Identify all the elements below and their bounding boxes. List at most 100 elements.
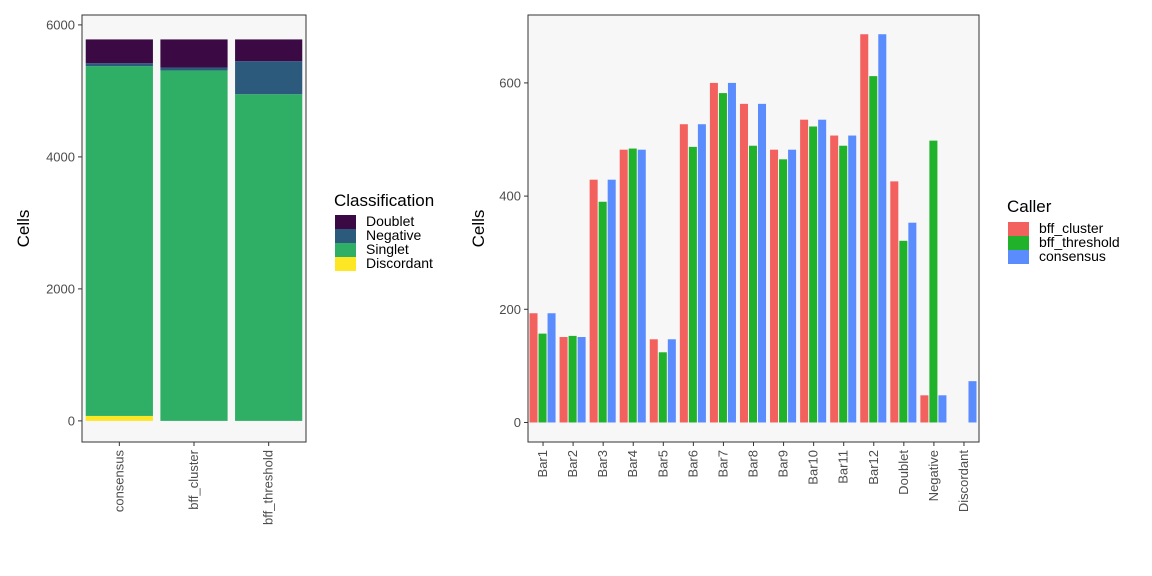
x-tick-label: Bar2 <box>565 450 580 477</box>
bar-consensus-Bar9 <box>788 149 797 423</box>
bar-bff_threshold-Bar2 <box>568 335 577 423</box>
bar-bff_threshold-Negative <box>929 140 938 423</box>
bar-consensus-Bar10 <box>818 119 827 423</box>
bar-discordant-consensus <box>85 415 153 421</box>
bar-bff_cluster-Bar11 <box>830 135 839 423</box>
bar-singlet-bff_threshold <box>235 94 303 421</box>
bar-consensus-Bar3 <box>607 179 616 423</box>
stacked-bar-chart: consensus bff_cluster bff_threshold 0 2000 40… <box>14 14 434 525</box>
bar-doublet-consensus <box>85 39 153 64</box>
x-tick-label: bff_threshold <box>261 450 276 525</box>
bar-bff_cluster-Bar10 <box>800 119 809 423</box>
bar-negative-bff_cluster <box>160 67 228 71</box>
bar-bff_cluster-Bar4 <box>619 149 628 423</box>
bar-bff_threshold-Bar3 <box>598 201 607 423</box>
bar-singlet-bff_cluster <box>160 70 228 421</box>
bar-bff_threshold-Bar4 <box>628 148 637 423</box>
y-tick-label: 600 <box>499 75 521 90</box>
legend-swatch-doublet <box>335 215 356 229</box>
bar-bff_cluster-Bar5 <box>649 339 658 423</box>
bar-bff_cluster-Doublet <box>890 181 899 423</box>
legend-swatch-singlet <box>335 243 356 257</box>
x-tick-label: Bar3 <box>595 450 610 477</box>
x-tick-label: Bar12 <box>866 450 881 485</box>
bar-bff_cluster-Bar3 <box>589 179 598 423</box>
legend-swatch-negative <box>335 229 356 243</box>
bar-bff_threshold-Bar11 <box>839 145 848 423</box>
legend-label-bff_threshold: bff_threshold <box>1039 234 1120 250</box>
bar-doublet-bff_cluster <box>160 39 228 68</box>
bar-bff_cluster-Negative <box>920 395 929 423</box>
plot-border <box>81 14 307 443</box>
bar-bff_threshold-Bar5 <box>658 352 667 423</box>
bar-doublet-bff_threshold <box>235 39 303 62</box>
legend-label-discordant: Discordant <box>366 255 433 271</box>
bar-bff_threshold-Bar7 <box>718 93 727 423</box>
legend-title: Classification <box>334 191 434 210</box>
y-tick-label: 2000 <box>46 281 75 296</box>
y-tick-label: 6000 <box>46 17 75 32</box>
bar-consensus-Bar7 <box>727 82 736 423</box>
bar-bff_cluster-Bar2 <box>559 337 568 423</box>
bar-bff_threshold-Bar1 <box>538 333 547 423</box>
bar-consensus-Doublet <box>908 222 917 423</box>
plot-border <box>527 14 980 443</box>
x-tick-label: Bar7 <box>715 450 730 477</box>
bar-bff_cluster-Bar12 <box>860 34 869 423</box>
legend-swatch-discordant <box>335 257 356 271</box>
bar-consensus-Bar2 <box>577 337 586 423</box>
x-tick-label: Bar1 <box>535 450 550 477</box>
bar-negative-bff_threshold <box>235 61 303 95</box>
y-tick-label: 200 <box>499 302 521 317</box>
legend-swatch-bff_cluster <box>1008 222 1029 236</box>
legend-swatch-bff_threshold <box>1008 236 1029 250</box>
bar-bff_threshold-Bar10 <box>809 126 818 423</box>
bar-consensus-Bar6 <box>697 124 706 423</box>
x-tick-label: Bar9 <box>776 450 791 477</box>
bar-bff_cluster-Bar8 <box>739 103 748 423</box>
x-tick-label: Bar5 <box>655 450 670 477</box>
bar-bff_threshold-Bar8 <box>748 145 758 423</box>
x-tick-label: bff_cluster <box>186 449 201 509</box>
bar-bff_threshold-Doublet <box>899 240 908 423</box>
bar-consensus-Bar4 <box>637 149 646 423</box>
x-tick-label: Discordant <box>956 450 971 513</box>
x-tick-label: Bar10 <box>806 450 821 485</box>
legend-label-negative: Negative <box>366 227 421 243</box>
x-tick-label: Bar8 <box>746 450 761 477</box>
y-tick-label: 400 <box>499 189 521 204</box>
legend-label-consensus: consensus <box>1039 248 1106 264</box>
x-tick-label: Bar4 <box>625 450 640 477</box>
bar-consensus-Bar11 <box>848 135 857 423</box>
x-tick-label: Negative <box>926 450 941 501</box>
y-axis-title: Cells <box>14 210 33 248</box>
y-tick-label: 0 <box>514 415 521 430</box>
bar-consensus-Bar12 <box>878 34 887 423</box>
legend-label-singlet: Singlet <box>366 241 409 257</box>
bar-bff_cluster-Bar1 <box>529 313 538 423</box>
bar-bff_threshold-Bar12 <box>869 76 878 423</box>
bar-consensus-Bar1 <box>547 313 556 423</box>
bar-consensus-Discordant <box>968 381 977 423</box>
legend-title: Caller <box>1007 197 1052 216</box>
bar-negative-consensus <box>85 63 153 67</box>
bar-bff_threshold-Bar9 <box>779 159 788 423</box>
x-tick-label: Doublet <box>896 450 911 495</box>
x-tick-label: Bar11 <box>836 450 851 484</box>
bar-bff_cluster-Bar6 <box>679 124 688 423</box>
legend-label-bff_cluster: bff_cluster <box>1039 220 1104 236</box>
bar-singlet-consensus <box>85 66 153 416</box>
bar-consensus-Bar8 <box>758 103 767 423</box>
legend-swatch-consensus <box>1008 250 1029 264</box>
bar-bff_cluster-Bar9 <box>770 149 779 423</box>
y-tick-label: 0 <box>68 413 75 428</box>
legend-label-doublet: Doublet <box>366 213 414 229</box>
bar-consensus-Negative <box>938 395 947 423</box>
grouped-bar-chart: Bar1 Bar2 Bar3 Bar4 Bar5 Bar6 Bar7 Bar8 Bar9 Bar1… <box>469 14 1120 513</box>
y-axis-title: Cells <box>469 210 488 248</box>
x-tick-label: Bar6 <box>685 450 700 477</box>
x-tick-label: consensus <box>111 450 126 513</box>
bar-consensus-Bar5 <box>667 339 676 423</box>
y-tick-label: 4000 <box>46 149 75 164</box>
